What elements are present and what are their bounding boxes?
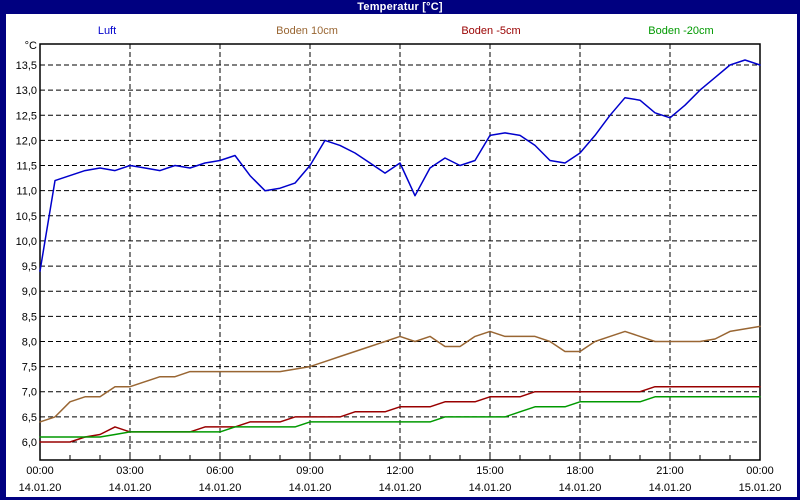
legend-item-boden-minus5cm: Boden -5cm [461,25,521,37]
window-border-bottom [0,497,800,500]
x-axis-time-label: 00:00 [746,465,774,477]
x-axis-time-label: 03:00 [116,465,144,477]
x-axis-date-label: 14.01.20 [379,482,422,494]
y-axis-label: 13,5 [16,60,37,72]
y-axis-label: 12,5 [16,110,37,122]
x-axis-time-label: 21:00 [656,465,684,477]
y-axis-label: 11,0 [16,186,37,198]
y-axis-label: 9,0 [22,286,37,298]
series-line-boden-10cm [39,325,761,423]
plot-frame [39,43,761,461]
legend-item-boden-10cm: Boden 10cm [276,25,338,37]
y-axis-label: 10,5 [16,211,37,223]
x-axis-date-label: 14.01.20 [649,482,692,494]
y-axis-label: 11,5 [16,161,37,173]
y-axis-label: 9,5 [22,261,37,273]
x-axis-date-label: 14.01.20 [19,482,62,494]
x-axis-date-label: 14.01.20 [469,482,512,494]
x-axis-time-label: 15:00 [476,465,504,477]
x-axis-date-label: 14.01.20 [109,482,152,494]
legend-item-boden-minus20cm: Boden -20cm [648,25,714,37]
x-axis-time-label: 00:00 [26,465,54,477]
legend-item-luft: Luft [97,25,117,37]
y-axis-unit-label: °C [24,40,37,52]
window-border-right [797,14,800,500]
y-axis-label: 8,5 [22,311,37,323]
x-axis-time-label: 12:00 [386,465,414,477]
y-axis-label: 12,0 [16,135,37,147]
x-axis-date-label: 15.01.20 [739,482,782,494]
x-axis-time-label: 06:00 [206,465,234,477]
x-axis-date-label: 14.01.20 [559,482,602,494]
y-axis-label: 8,0 [22,336,37,348]
y-axis-label: 10,0 [16,236,37,248]
y-axis-label: 7,5 [22,362,37,374]
y-axis-label: 7,0 [22,387,37,399]
y-axis-label: 13,0 [16,85,37,97]
y-axis-label: 6,5 [22,412,37,424]
y-axis-label: 6,0 [22,437,37,449]
window-border-left [0,14,6,500]
x-axis-date-label: 14.01.20 [199,482,242,494]
series-line-boden-20cm [39,396,761,438]
x-axis-date-label: 14.01.20 [289,482,332,494]
series-line-luft [39,59,761,272]
x-axis-time-label: 18:00 [566,465,594,477]
chart-title: Temperatur [°C] [357,1,443,13]
title-bar: Temperatur [°C] [0,0,800,14]
x-axis-time-label: 09:00 [296,465,324,477]
